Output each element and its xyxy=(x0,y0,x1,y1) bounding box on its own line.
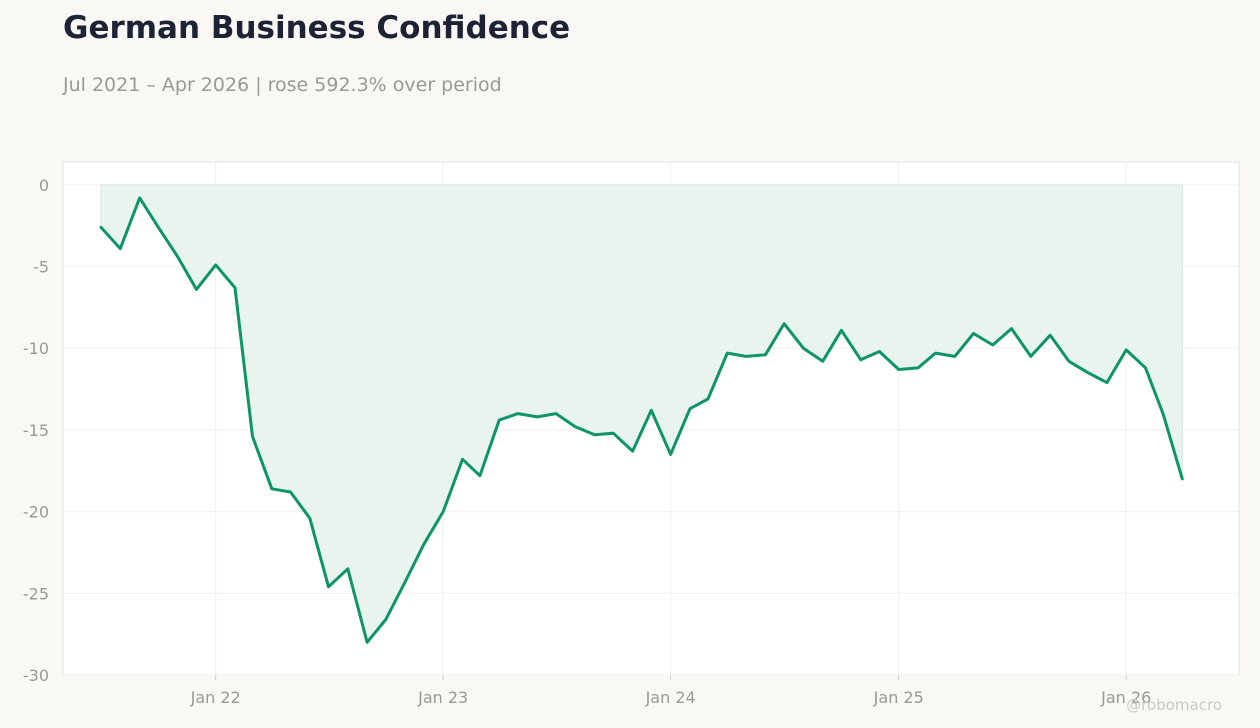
x-tick-label: Jan 24 xyxy=(645,688,696,707)
y-tick-label: -5 xyxy=(33,258,49,277)
y-tick-label: -30 xyxy=(23,666,49,685)
y-tick-label: -15 xyxy=(23,421,49,440)
y-tick-label: -20 xyxy=(23,503,49,522)
chart-subtitle: Jul 2021 – Apr 2026 | rose 592.3% over p… xyxy=(63,74,502,96)
x-tick-label: Jan 25 xyxy=(873,688,924,707)
y-tick-label: -25 xyxy=(23,584,49,603)
x-tick-label: Jan 26 xyxy=(1100,688,1151,707)
y-tick-label: 0 xyxy=(39,176,49,195)
watermark: @robomacro xyxy=(1126,696,1222,714)
y-axis: 0 -5 -10 -15 -20 -25 -30 xyxy=(23,176,49,685)
series-line xyxy=(99,196,1184,644)
x-axis: Jan 22 Jan 23 Jan 24 Jan 25 Jan 26 xyxy=(190,675,1151,707)
y-tick-label: -10 xyxy=(23,339,49,358)
x-tick-label: Jan 23 xyxy=(417,688,468,707)
chart-title: German Business Confidence xyxy=(63,10,571,46)
x-tick-label: Jan 22 xyxy=(190,688,241,707)
